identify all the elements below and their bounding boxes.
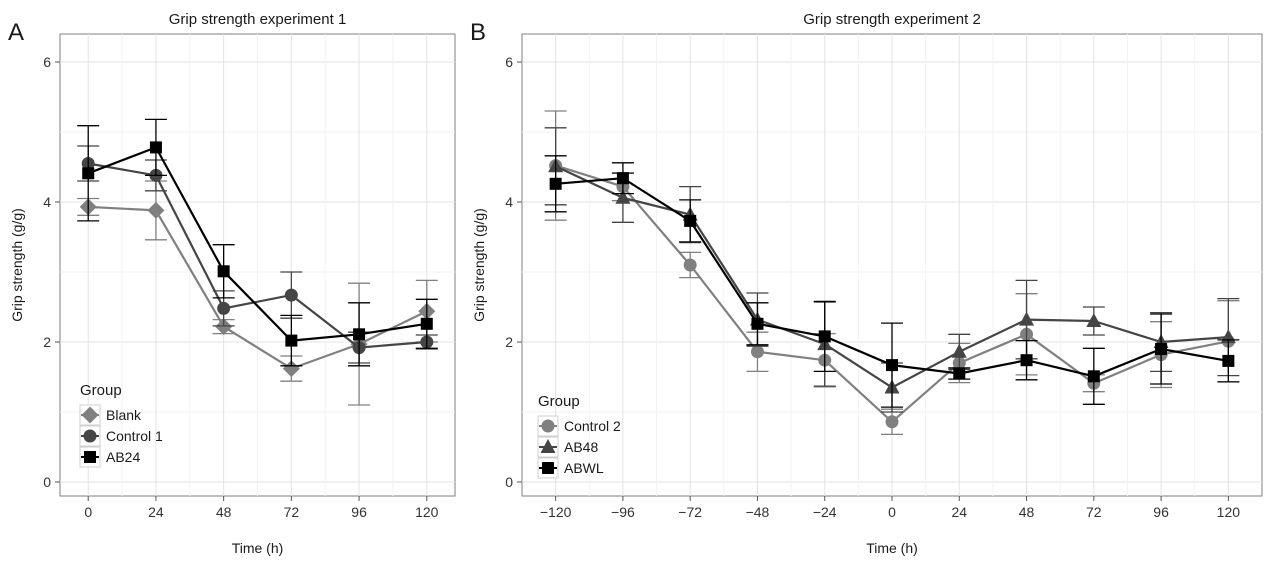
series-line (88, 162, 427, 349)
legend-key-marker (84, 451, 96, 463)
data-point (282, 360, 300, 378)
legend-key-marker (540, 439, 556, 453)
legend-entry-label: ABWL (564, 460, 604, 476)
data-point (751, 317, 764, 330)
legend-entry-label: Control 2 (564, 418, 621, 434)
x-tick-label: 120 (415, 504, 439, 520)
data-point (615, 189, 631, 204)
data-point (353, 328, 366, 341)
x-tick-label: −24 (813, 504, 837, 520)
data-point (1155, 343, 1168, 355)
panel-letter: A (8, 19, 24, 46)
series-abwl (544, 155, 1240, 408)
x-axis-label: Time (h) (232, 540, 284, 556)
x-tick-label: −48 (746, 504, 770, 520)
legend-entry-label: AB24 (106, 449, 140, 465)
x-tick-label: −72 (678, 504, 702, 520)
x-tick-label: 120 (1217, 504, 1241, 520)
y-tick-label: 2 (43, 334, 51, 350)
y-axis-label: Grip strength (g/g) (471, 208, 487, 322)
data-point (1086, 313, 1102, 327)
data-point (951, 343, 967, 358)
x-tick-label: 72 (284, 504, 300, 520)
x-tick-label: 24 (148, 504, 164, 520)
y-tick-label: 0 (43, 474, 51, 490)
data-point (953, 367, 966, 380)
x-tick-label: −96 (611, 504, 635, 520)
data-point (420, 317, 433, 330)
x-tick-label: 48 (1019, 504, 1035, 520)
legend-entry-label: AB48 (564, 439, 598, 455)
x-axis-label: Time (h) (866, 540, 918, 556)
data-point (1020, 354, 1033, 367)
data-point (82, 167, 95, 180)
legend-key-marker (542, 462, 554, 474)
data-point (885, 415, 899, 429)
legend-key-marker (541, 419, 555, 433)
data-point (1087, 370, 1100, 383)
data-point (886, 359, 898, 372)
data-point (549, 177, 562, 190)
chart-title: Grip strength experiment 1 (169, 11, 347, 28)
x-tick-label: 96 (1153, 504, 1169, 520)
data-point (684, 214, 697, 227)
y-tick-label: 6 (43, 54, 51, 70)
data-point (1222, 354, 1235, 367)
legend: Group Control 2 AB48 ABWL (537, 393, 621, 479)
y-tick-label: 4 (43, 194, 51, 210)
data-point (683, 258, 697, 272)
data-point (285, 334, 298, 347)
y-tick-label: 6 (505, 54, 513, 70)
legend: Group Blank Control 1 AB24 (79, 382, 163, 468)
x-tick-label: 0 (888, 504, 896, 520)
data-point (750, 345, 764, 359)
panel-letter: B (470, 19, 486, 46)
data-point (217, 265, 230, 278)
x-tick-label: 24 (951, 504, 967, 520)
y-tick-label: 2 (505, 334, 513, 350)
gridlines (60, 34, 455, 496)
x-tick-label: 48 (216, 504, 232, 520)
data-point (217, 301, 231, 315)
data-point (616, 172, 629, 185)
data-point (1019, 311, 1035, 326)
y-axis-label: Grip strength (g/g) (9, 208, 25, 322)
data-point (149, 141, 162, 154)
legend-entry-label: Control 1 (106, 428, 163, 444)
series-line (88, 205, 428, 370)
legend-key-marker (83, 429, 97, 443)
data-point (215, 318, 233, 336)
legend-title: Group (538, 393, 580, 410)
x-tick-label: −120 (540, 504, 572, 520)
gridlines (522, 34, 1262, 496)
data-point (818, 330, 831, 343)
data-point (147, 201, 165, 219)
y-tick-label: 4 (505, 194, 513, 210)
x-tick-label: 96 (351, 504, 367, 520)
legend-key-marker (81, 406, 99, 424)
legend-title: Group (80, 382, 122, 399)
data-point (284, 288, 298, 302)
series-ab24 (77, 118, 438, 367)
chart-title: Grip strength experiment 2 (803, 11, 981, 28)
x-tick-label: 0 (84, 504, 92, 520)
x-tick-label: 72 (1086, 504, 1102, 520)
y-tick-label: 0 (505, 474, 513, 490)
legend-entry-label: Blank (106, 407, 142, 423)
series-line (87, 146, 427, 342)
